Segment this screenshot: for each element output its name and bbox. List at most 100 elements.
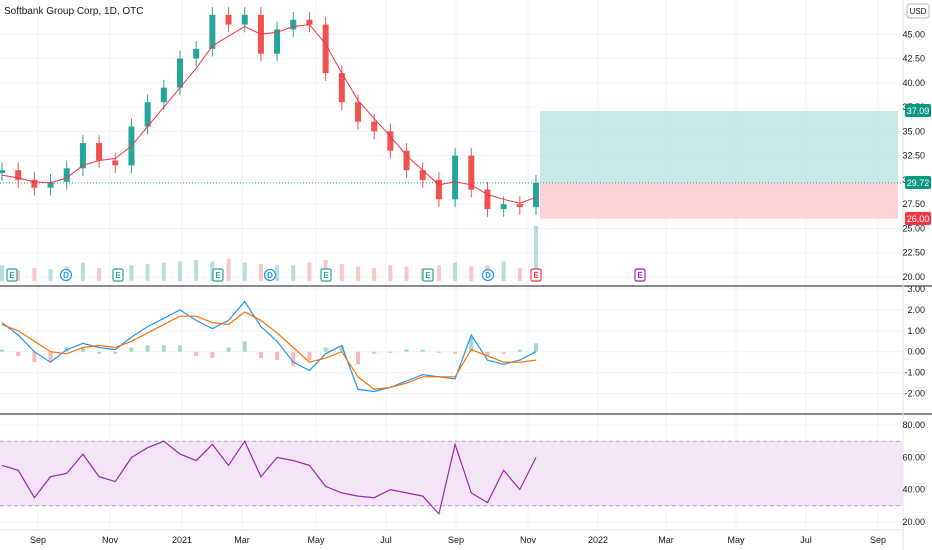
dividend-icon[interactable] — [263, 268, 277, 282]
event-marker-earnings[interactable]: E — [634, 268, 646, 282]
macd-histogram-bar — [0, 349, 4, 352]
long-position-tool[interactable] — [540, 111, 898, 219]
candle-body — [419, 170, 426, 180]
macd-tick-label: -2.00 — [904, 389, 925, 399]
time-tick-label: 2021 — [172, 535, 192, 545]
candle-body — [112, 160, 119, 166]
volume-bar — [48, 269, 53, 281]
volume-bar — [388, 265, 393, 281]
time-tick-label: Nov — [520, 535, 537, 545]
candle-body — [533, 182, 539, 208]
earnings-icon[interactable] — [320, 268, 332, 282]
rsi-tick-label: 40.00 — [902, 485, 925, 495]
last-price-tag: 29.72 — [905, 176, 931, 189]
volume-bar — [80, 262, 85, 281]
event-marker-earnings[interactable]: E — [422, 268, 434, 282]
macd-tick-label: 3.00 — [907, 284, 925, 294]
macd-tick-label: 1.00 — [907, 326, 925, 336]
macd-histogram-bar — [420, 349, 425, 352]
candle-body — [435, 179, 442, 200]
macd-histogram-bar — [372, 351, 377, 354]
time-tick-label: May — [727, 535, 745, 545]
event-marker-dividend[interactable]: D — [263, 268, 277, 282]
price-tick-label: 40.00 — [902, 78, 925, 88]
macd-tick-label: 0.00 — [907, 347, 925, 357]
candle-body — [96, 143, 103, 161]
event-marker-earnings[interactable]: E — [212, 268, 224, 282]
candle-body — [403, 150, 410, 171]
macd-histogram-bar — [161, 345, 166, 352]
volume-bar — [356, 266, 360, 281]
volume-bar — [242, 262, 247, 281]
time-tick-label: Nov — [102, 535, 119, 545]
volume-bar — [339, 263, 344, 281]
earnings-icon[interactable] — [112, 268, 124, 282]
volume-bar — [534, 226, 538, 281]
candle-body — [15, 170, 22, 180]
dividend-icon[interactable] — [481, 268, 495, 282]
candle-body — [387, 131, 394, 151]
macd-histogram — [0, 337, 538, 367]
event-marker-label: E — [9, 271, 15, 280]
volume-bar — [32, 267, 37, 281]
macd-histogram-bar — [258, 351, 263, 358]
earnings-icon[interactable] — [634, 268, 646, 282]
macd-tick-label: 2.00 — [907, 305, 925, 315]
time-tick-label: Mar — [234, 535, 250, 545]
macd-histogram-bar — [16, 351, 21, 356]
macd-histogram-bar — [32, 351, 37, 363]
macd-histogram-bar — [307, 351, 312, 361]
rsi-axis[interactable]: 80.00 60.00 40.00 20.00 — [902, 420, 925, 527]
candle-body — [177, 58, 183, 88]
macd-histogram-bar — [242, 341, 247, 352]
price-axis[interactable]: 20.0022.5025.0027.5030.0032.5035.0037.50… — [902, 29, 925, 282]
volume-bar — [194, 260, 199, 281]
rsi-band — [0, 441, 903, 506]
price-tick-label: 35.00 — [902, 126, 925, 136]
candle-body — [47, 181, 54, 188]
event-marker-earnings[interactable]: E — [112, 268, 124, 282]
macd-histogram-bar — [501, 351, 506, 354]
event-marker-label: E — [533, 271, 539, 280]
event-marker-label: D — [63, 271, 69, 280]
macd-histogram-bar — [226, 347, 231, 352]
event-marker-label: D — [485, 271, 491, 280]
candle-body — [274, 29, 281, 54]
candle-body — [241, 14, 248, 25]
chart-title: Softbank Group Corp, 1D, OTC — [4, 6, 144, 17]
volume-bar — [226, 258, 231, 281]
earnings-icon[interactable] — [530, 268, 542, 282]
earnings-icon[interactable] — [6, 268, 18, 282]
macd-histogram-bar — [80, 347, 85, 352]
volume-bar — [0, 265, 4, 281]
event-marker-dividend[interactable]: D — [481, 268, 495, 282]
price-tick-label: 42.50 — [902, 54, 925, 64]
volume-bar — [517, 267, 522, 281]
dividend-icon[interactable] — [59, 268, 73, 282]
time-axis[interactable]: Sep Nov 2021 Mar May Jul Sep Nov 2022 Mar May Jul Se… — [30, 535, 886, 545]
stop-zone[interactable] — [540, 182, 898, 219]
macd-tick-label: -1.00 — [904, 368, 925, 378]
volume-bar — [129, 265, 134, 281]
earnings-icon[interactable] — [212, 268, 224, 282]
macd-histogram-bar — [129, 347, 134, 352]
event-marker-earnings[interactable]: E — [6, 268, 18, 282]
volume-bar — [501, 261, 506, 281]
macd-axis[interactable]: 3.00 2.00 1.00 0.00 -1.00 -2.00 — [904, 284, 925, 399]
macd-histogram-bar — [517, 349, 522, 352]
macd-histogram-bar — [356, 351, 360, 365]
currency-button[interactable]: USD — [906, 3, 930, 19]
event-marker-earnings[interactable]: E — [320, 268, 332, 282]
volume-bar — [291, 265, 296, 281]
candle-body — [468, 155, 475, 190]
time-tick-label: Jul — [800, 535, 812, 545]
rsi-tick-label: 60.00 — [902, 452, 925, 462]
candle-body — [193, 48, 200, 59]
event-marker-earnings[interactable]: E — [530, 268, 542, 282]
time-tick-label: Sep — [870, 535, 886, 545]
earnings-icon[interactable] — [422, 268, 434, 282]
target-zone[interactable] — [540, 111, 898, 183]
event-marker-dividend[interactable]: D — [59, 268, 73, 282]
